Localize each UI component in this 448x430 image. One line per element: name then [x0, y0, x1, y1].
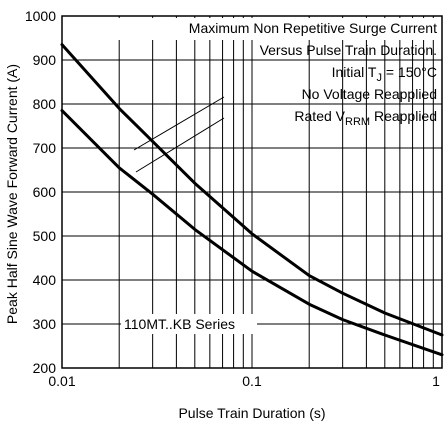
annotation-temp-prefix: Initial T	[332, 64, 377, 80]
y-tick-label: 400	[33, 272, 57, 288]
y-tick-label: 800	[33, 96, 57, 112]
y-tick-label: 1000	[25, 8, 56, 24]
annotation-initial-temperature: Initial TJ = 150°C	[332, 64, 437, 84]
y-tick-label: 900	[33, 52, 57, 68]
annotation-voltage-suffix: Reapplied	[370, 108, 437, 124]
annotations: Maximum Non Repetitive Surge Current Ver…	[112, 18, 440, 334]
plot-frame	[61, 15, 443, 369]
y-tick-label: 500	[33, 228, 57, 244]
series-curve-2	[60, 109, 444, 357]
annotation-temp-subscript: J	[376, 72, 382, 84]
x-tick-label: 1	[432, 373, 440, 389]
annotation-voltage-subscript: RRM	[345, 116, 370, 128]
x-tick-label: 0.1	[242, 373, 262, 389]
series-label: 110MT..KB Series	[124, 316, 235, 332]
x-tick-label: 0.01	[48, 373, 75, 389]
annotation-voltage-prefix: Rated V	[294, 108, 345, 124]
y-tick-label: 200	[33, 360, 57, 376]
leader-line-rated-voltage	[135, 117, 225, 173]
y-tick-label: 600	[33, 184, 57, 200]
y-axis-label: Peak Half Sine Wave Forward Current (A)	[4, 64, 20, 324]
annotation-background	[112, 18, 440, 40]
annotation-title-line1: Maximum Non Repetitive Surge Current	[189, 20, 437, 36]
annotation-title-line2: Versus Pulse Train Duration.	[260, 42, 437, 58]
curves	[60, 43, 444, 357]
annotation-temp-suffix: = 150°C	[382, 64, 437, 80]
series-curve-1	[60, 43, 444, 337]
series-label-background	[121, 314, 257, 334]
y-tick-label: 700	[33, 140, 57, 156]
leader-line-no-voltage	[133, 96, 225, 151]
annotation-rated-voltage: Rated VRRM Reapplied	[294, 108, 437, 128]
y-tick-label: 300	[33, 316, 57, 332]
tick-labels: 200 300 400 500 600 700 800 900 1000 0.01 0.1 1	[25, 8, 440, 389]
annotation-no-voltage: No Voltage Reapplied	[302, 86, 437, 102]
x-axis-label: Pulse Train Duration (s)	[178, 405, 325, 421]
